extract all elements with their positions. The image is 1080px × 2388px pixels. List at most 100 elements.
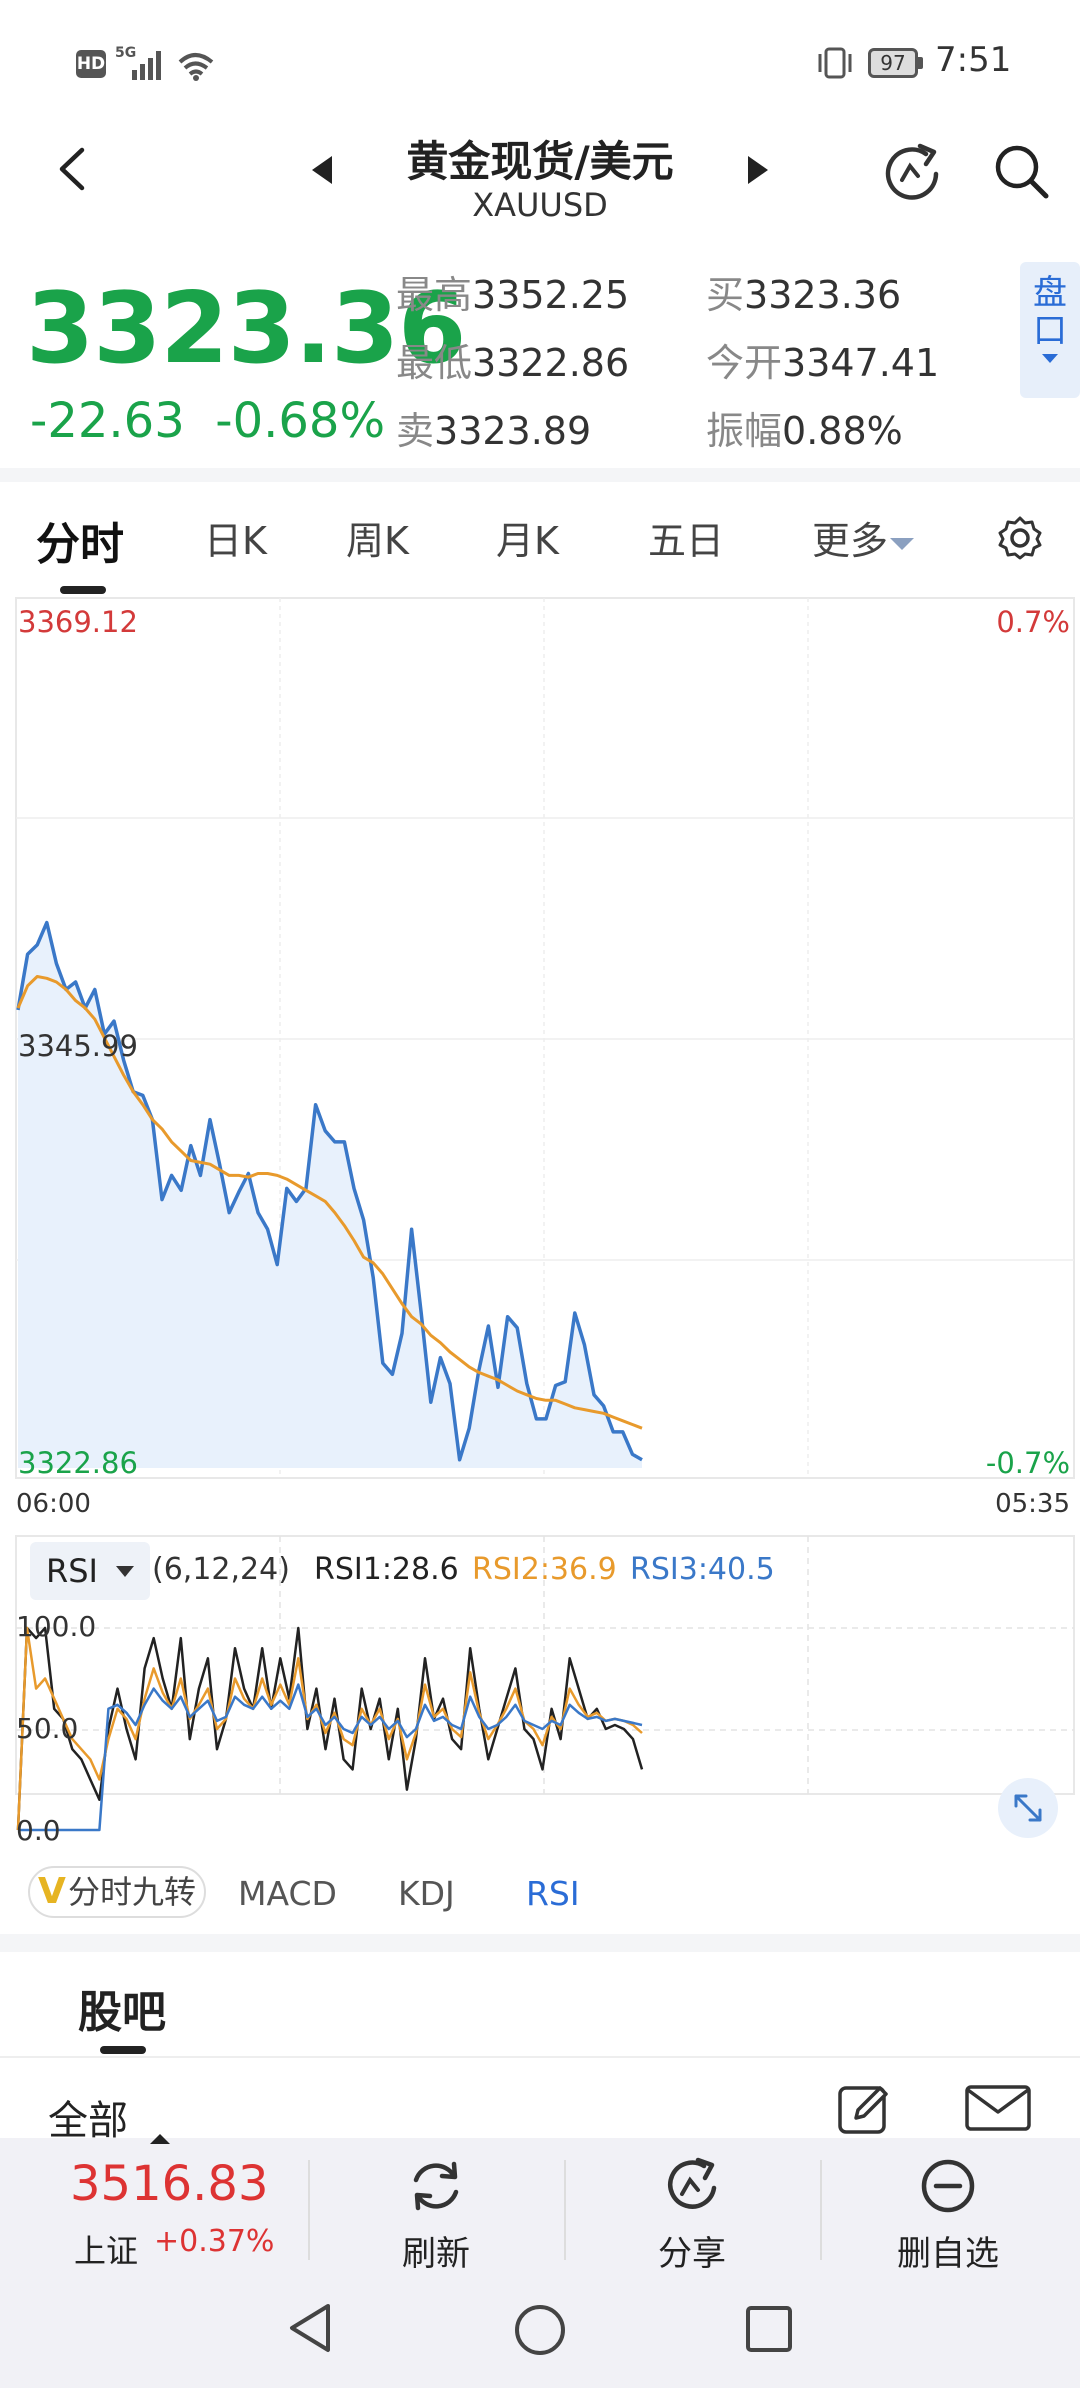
rsi-params: (6,12,24) [152, 1552, 290, 1587]
edit-icon[interactable] [836, 2080, 892, 2136]
high-row: 最高3352.25 [396, 273, 630, 317]
tab-intraday[interactable]: 分时 [36, 519, 124, 570]
y-axis-bottom-label: 3322.86 [18, 1446, 138, 1480]
rsi-tick-50: 50.0 [16, 1712, 78, 1745]
change-percent: -0.68% [215, 393, 386, 449]
vibrate-icon [818, 47, 852, 79]
status-bar: HD 5G 97 7:51 [0, 0, 1080, 130]
tab-more[interactable]: 更多 [812, 510, 915, 565]
symbol-code: XAUUSD [472, 186, 608, 224]
bid-row: 买3323.36 [706, 273, 902, 317]
page-title: 黄金现货/美元 [406, 137, 674, 186]
refresh-button[interactable]: 刷新 [402, 2234, 470, 2274]
v-badge-icon: V [38, 1871, 66, 1912]
hd-icon: HD [76, 50, 106, 78]
y-axis-top-label: 3369.12 [18, 605, 138, 639]
active-tab-indicator [60, 586, 106, 594]
tab-monthly-k[interactable]: 月K [496, 519, 559, 563]
share-icon[interactable] [662, 2156, 722, 2216]
pankou-label: 盘口 [1033, 273, 1067, 351]
remove-watchlist-icon[interactable] [918, 2156, 978, 2216]
price-area-fill [18, 922, 642, 1468]
x-axis-start-label: 06:00 [16, 1489, 91, 1519]
price-chart-grid [16, 598, 1074, 1478]
rsi-tick-100: 100.0 [16, 1610, 96, 1643]
indicator-select-value: RSI [46, 1552, 98, 1590]
divider [564, 2160, 566, 2260]
remove-watchlist-button[interactable]: 删自选 [897, 2234, 999, 2274]
open-row: 今开3347.41 [706, 341, 940, 385]
rsi3-line [18, 1683, 643, 1832]
bottom-bar [0, 2138, 1080, 2388]
mail-icon[interactable] [964, 2084, 1032, 2134]
chevron-down-icon [890, 537, 915, 550]
tab-rsi[interactable]: RSI [526, 1874, 580, 1913]
tab-five-day[interactable]: 五日 [648, 519, 725, 563]
chevron-down-icon [116, 1566, 134, 1577]
expand-icon [1014, 1794, 1042, 1822]
y-axis-right-top-label: 0.7% [996, 605, 1070, 639]
x-axis-end-label: 05:35 [995, 1489, 1070, 1519]
next-icon[interactable] [744, 152, 774, 188]
rsi3-label: RSI3:40.5 [630, 1552, 775, 1587]
rsi2-line [16, 1626, 643, 1831]
battery-icon: 97 [868, 48, 918, 78]
nav-back-icon[interactable] [284, 2300, 336, 2356]
guba-title[interactable]: 股吧 [78, 1987, 166, 2038]
prev-icon[interactable] [306, 152, 336, 188]
rsi1-label: RSI1:28.6 [314, 1552, 459, 1587]
battery-tip [918, 57, 923, 69]
low-row: 最低3322.86 [396, 341, 630, 385]
expand-button[interactable] [998, 1778, 1058, 1838]
price-line [16, 920, 643, 1462]
signal-type: 5G [115, 45, 137, 61]
open-value: 3347.41 [782, 341, 940, 385]
current-price: 3323.36 [26, 272, 466, 386]
y-axis-mid-label: 3345.99 [18, 1029, 138, 1063]
chart-area: 3369.12 3345.99 3322.86 0.7% -0.7% 06:00… [15, 597, 1075, 1847]
tab-daily-k[interactable]: 日K [204, 519, 267, 563]
average-price-line [16, 975, 643, 1430]
indicator-select[interactable]: RSI [30, 1542, 150, 1600]
amplitude-value: 0.88% [782, 409, 903, 453]
index-percent: +0.37% [154, 2224, 275, 2259]
divider [308, 2160, 310, 2260]
chevron-down-icon [1042, 354, 1058, 363]
chevron-up-icon[interactable] [148, 2132, 172, 2146]
tab-jiuzhuan[interactable]: V 分时九转 [28, 1866, 206, 1918]
tab-weekly-k[interactable]: 周K [346, 519, 409, 563]
clock: 7:51 [935, 40, 1012, 80]
divider [820, 2160, 822, 2260]
guba-tab-indicator [100, 2046, 146, 2054]
price-chart-frame [15, 597, 1075, 1479]
refresh-icon[interactable] [406, 2156, 466, 2216]
tab-macd[interactable]: MACD [238, 1874, 337, 1913]
divider [0, 1934, 1080, 1952]
divider [0, 2056, 1080, 2058]
ask-row: 卖3323.89 [396, 409, 592, 453]
amplitude-row: 振幅0.88% [706, 409, 903, 453]
price-change: -22.63 -0.68% [30, 393, 385, 449]
low-value: 3322.86 [472, 341, 630, 385]
rsi-tick-0: 0.0 [16, 1814, 61, 1847]
gear-icon[interactable] [996, 514, 1044, 562]
signal-wifi-icon [132, 51, 214, 81]
index-name: 上证 [74, 2232, 139, 2270]
share-refresh-icon[interactable] [880, 140, 944, 204]
search-icon[interactable] [990, 140, 1054, 204]
high-value: 3352.25 [472, 273, 630, 317]
change-value: -22.63 [30, 393, 185, 449]
pankou-button[interactable]: 盘口 [1020, 262, 1080, 398]
bid-value: 3323.36 [744, 273, 902, 317]
nav-home-icon[interactable] [512, 2302, 568, 2358]
y-axis-right-bottom-label: -0.7% [986, 1446, 1070, 1480]
index-price[interactable]: 3516.83 [70, 2156, 269, 2212]
rsi2-label: RSI2:36.9 [472, 1552, 617, 1587]
back-icon[interactable] [52, 144, 92, 194]
tab-kdj[interactable]: KDJ [398, 1874, 455, 1913]
ask-value: 3323.89 [434, 409, 592, 453]
nav-recents-icon[interactable] [744, 2304, 796, 2356]
share-button[interactable]: 分享 [658, 2234, 726, 2274]
filter-all[interactable]: 全部 [48, 2098, 128, 2144]
rsi-chart-frame [15, 1535, 1075, 1795]
